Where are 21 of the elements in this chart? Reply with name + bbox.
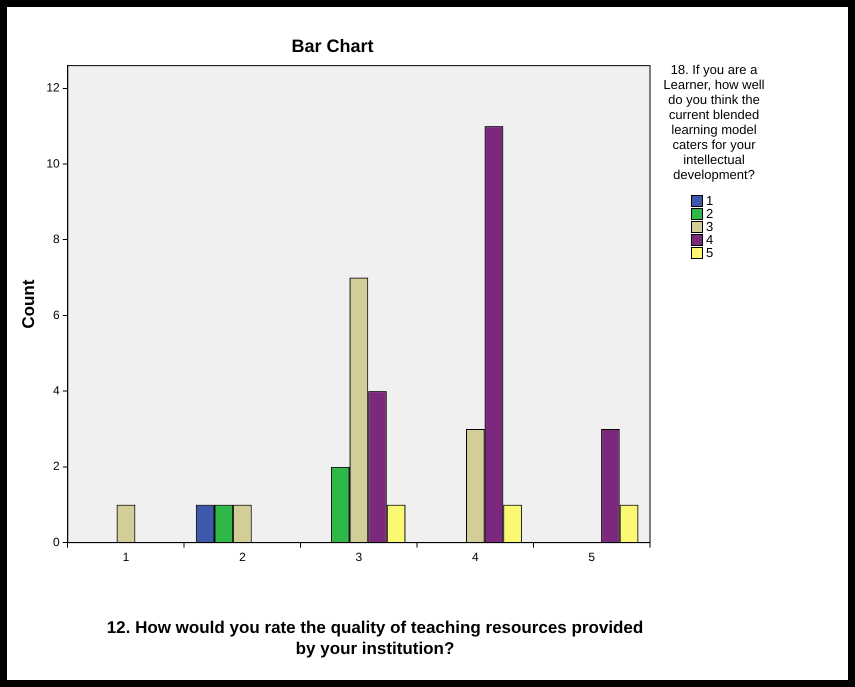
legend-label: 3 (706, 219, 714, 234)
legend-label: 5 (706, 245, 714, 260)
x-tick-label: 4 (472, 550, 479, 564)
x-tick-label: 5 (588, 550, 596, 564)
y-tick-label: 8 (53, 232, 60, 246)
x-tick-label: 3 (356, 550, 363, 564)
legend-label: 2 (706, 206, 714, 221)
legend-label: 4 (706, 232, 714, 247)
y-axis-title: Count (18, 279, 38, 329)
x-axis-title: 12. How would you rate the quality of teaching resources provided by your institution? (106, 617, 644, 659)
x-tick-label: 1 (122, 550, 130, 564)
y-tick-label: 10 (46, 156, 60, 170)
legend-label: 1 (706, 193, 714, 208)
x-tick-label: 2 (239, 550, 246, 564)
y-tick-label: 12 (46, 80, 60, 95)
y-tick-label: 4 (53, 383, 60, 398)
legend-title: 18. If you are a Learner, how well do you think the current blended learning model caters for your intellectual development? (662, 62, 766, 182)
y-tick-label: 0 (53, 534, 60, 549)
y-tick-label: 6 (53, 308, 60, 322)
y-tick-label: 2 (53, 459, 60, 474)
chart-title: Bar Chart (291, 36, 374, 56)
